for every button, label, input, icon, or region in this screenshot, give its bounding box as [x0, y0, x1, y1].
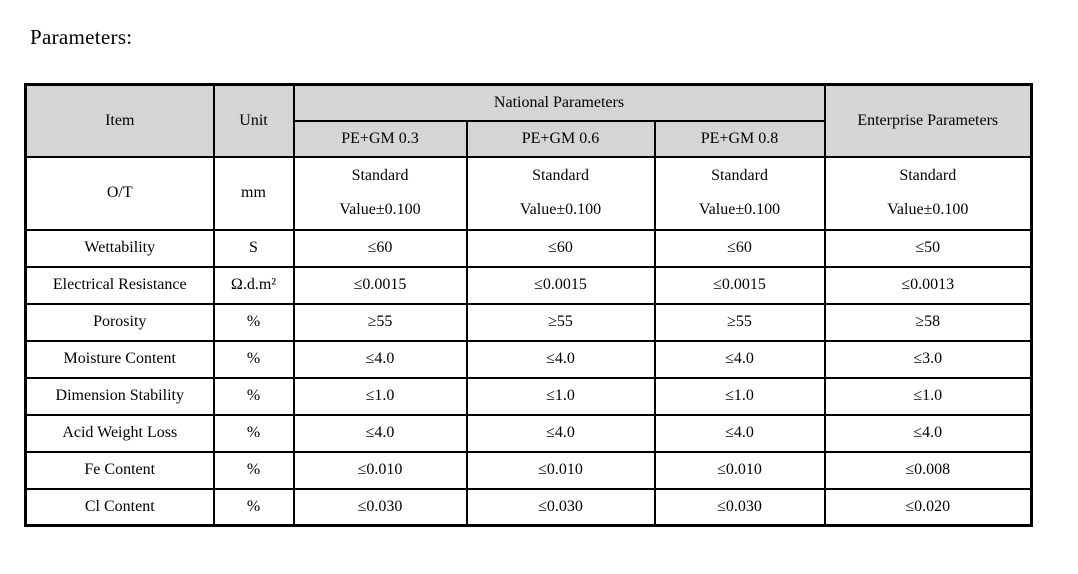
row-unit: %: [212, 339, 295, 379]
row-unit: %: [212, 302, 295, 342]
row-value: ≤60: [653, 228, 826, 268]
row-value: ≤4.0: [465, 413, 656, 453]
row-unit: %: [212, 413, 295, 453]
row-item-label: Fe Content: [24, 450, 215, 490]
row-item-label: Cl Content: [24, 487, 215, 527]
table-row: Moisture Content% ≤4.0 ≤4.0 ≤4.0 ≤3.0: [24, 339, 1033, 379]
parameters-table: Item Unit National Parameters Enterprise…: [24, 83, 1033, 527]
row-value: ≤4.0: [292, 339, 468, 379]
row-item-label: O/T: [24, 155, 215, 231]
table-row: Cl Content% ≤0.030 ≤0.030 ≤0.030 ≤0.020: [24, 487, 1033, 527]
row-item-label: Acid Weight Loss: [24, 413, 215, 453]
row-value: ≥55: [465, 302, 656, 342]
table-row: Electrical Resistance Ω.d.m² ≤0.0015 ≤0.001…: [24, 265, 1033, 305]
row-value: ≤0.030: [653, 487, 826, 527]
table-body: O/T mm Standard Value±0.100 Standard Value±…: [24, 155, 1033, 527]
row-value: ≤4.0: [292, 413, 468, 453]
col-header-enterprise-parameters: Enterprise Parameters: [823, 83, 1033, 158]
row-value: ≥58: [823, 302, 1033, 342]
header-row-top: Item Unit National Parameters Enterprise…: [24, 83, 1033, 158]
col-header-national-parameters: National Parameters: [292, 83, 826, 122]
table-header: Item Unit National Parameters Enterprise…: [24, 83, 1033, 158]
col-header-pe-gm-0-8: PE+GM 0.8: [653, 119, 826, 158]
row-value: ≤0.0015: [465, 265, 656, 305]
row-value: ≤0.030: [465, 487, 656, 527]
col-header-pe-gm-0-6: PE+GM 0.6: [465, 119, 656, 158]
table-row: Porosity% ≥55 ≥55 ≥55 ≥58: [24, 302, 1033, 342]
row-value: ≤0.010: [292, 450, 468, 490]
page-title: Parameters:: [30, 25, 133, 49]
row-value: ≤0.0015: [292, 265, 468, 305]
table-row: Wettability S ≤60 ≤60 ≤60 ≤50: [24, 228, 1033, 268]
row-unit: %: [212, 450, 295, 490]
row-item-label: Wettability: [24, 228, 215, 268]
header-row-sub: PE+GM 0.3 PE+GM 0.6 PE+GM 0.8: [26, 119, 1032, 158]
row-value: ≤4.0: [823, 413, 1033, 453]
row-unit: mm: [212, 155, 295, 231]
row-value: ≤60: [465, 228, 656, 268]
row-value: ≤0.0015: [653, 265, 826, 305]
row-value: ≤1.0: [653, 376, 826, 416]
table-row: O/T mm Standard Value±0.100 Standard Value±…: [24, 155, 1033, 231]
row-value: Standard Value±0.100: [823, 155, 1033, 231]
col-header-pe-gm-0-3: PE+GM 0.3: [292, 119, 468, 158]
row-value: ≤0.010: [653, 450, 826, 490]
col-header-unit: Unit: [212, 83, 295, 158]
row-value: ≥55: [292, 302, 468, 342]
row-value: ≤50: [823, 228, 1033, 268]
row-value: ≤0.008: [823, 450, 1033, 490]
row-value: ≤0.020: [823, 487, 1033, 527]
row-value: ≤60: [292, 228, 468, 268]
row-unit: Ω.d.m²: [212, 265, 295, 305]
row-value: ≤3.0: [823, 339, 1033, 379]
row-item-label: Electrical Resistance: [24, 265, 215, 305]
table-row: Fe Content% ≤0.010 ≤0.010 ≤0.010 ≤0.008: [24, 450, 1033, 490]
table-row: Acid Weight Loss% ≤4.0 ≤4.0 ≤4.0 ≤4.0: [24, 413, 1033, 453]
row-value: ≤1.0: [292, 376, 468, 416]
row-value: ≤4.0: [653, 413, 826, 453]
row-value: Standard Value±0.100: [653, 155, 826, 231]
row-value: ≤1.0: [465, 376, 656, 416]
row-value: ≤4.0: [465, 339, 656, 379]
row-value: Standard Value±0.100: [465, 155, 656, 231]
row-value: ≤1.0: [823, 376, 1033, 416]
col-header-item: Item: [24, 83, 215, 158]
row-unit: S: [212, 228, 295, 268]
row-value: ≤4.0: [653, 339, 826, 379]
row-item-label: Porosity: [24, 302, 215, 342]
row-value: Standard Value±0.100: [292, 155, 468, 231]
row-value: ≥55: [653, 302, 826, 342]
table-row: Dimension Stability% ≤1.0 ≤1.0 ≤1.0 ≤1.0: [24, 376, 1033, 416]
row-value: ≤0.0013: [823, 265, 1033, 305]
row-item-label: Dimension Stability: [24, 376, 215, 416]
row-unit: %: [212, 487, 295, 527]
row-value: ≤0.030: [292, 487, 468, 527]
row-unit: %: [212, 376, 295, 416]
row-item-label: Moisture Content: [24, 339, 215, 379]
row-value: ≤0.010: [465, 450, 656, 490]
